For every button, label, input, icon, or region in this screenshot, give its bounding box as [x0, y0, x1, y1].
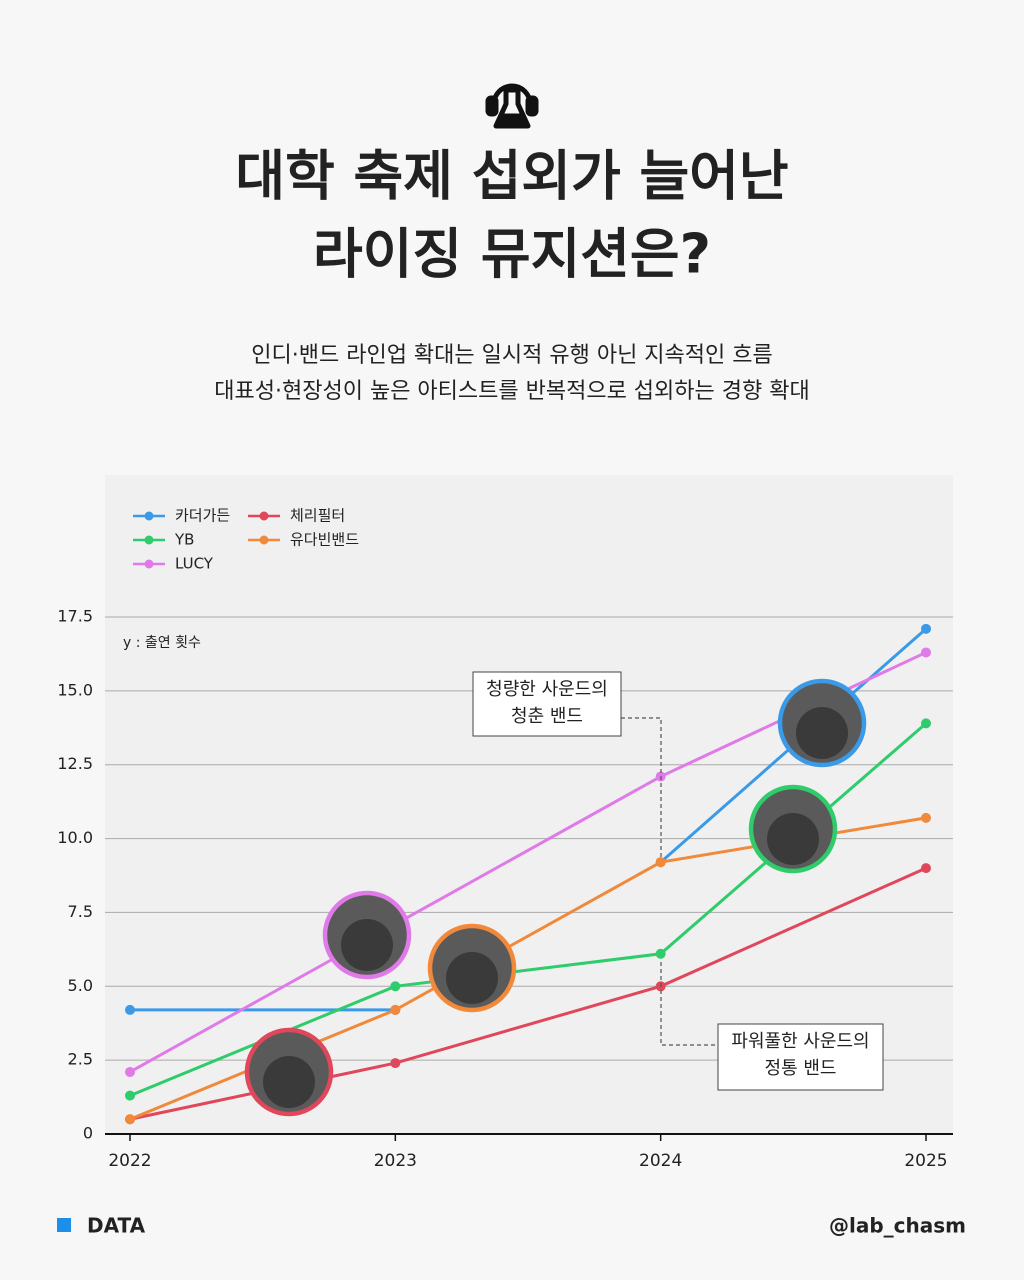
data-point — [125, 1066, 135, 1077]
annotation-text: 정통 밴드 — [765, 1058, 837, 1079]
annotation-text: 파워풀한 사운드의 — [731, 1031, 869, 1052]
y-tick-label: 2.5 — [68, 1050, 93, 1069]
data-point — [921, 718, 931, 729]
legend-marker — [144, 535, 154, 545]
legend-marker — [144, 559, 154, 569]
data-point — [655, 857, 666, 868]
legend-marker — [144, 511, 154, 521]
data-point — [390, 1058, 401, 1069]
data-point — [921, 647, 931, 658]
x-tick-label: 2023 — [374, 1151, 417, 1171]
data-point — [655, 948, 666, 959]
annotation-box — [717, 1023, 884, 1091]
y-tick-label: 12.5 — [57, 754, 93, 773]
data-point — [125, 1114, 135, 1125]
subtitle-line: 인디·밴드 라인업 확대는 일시적 유행 아닌 지속적인 흐름 — [251, 343, 772, 368]
legend-marker — [259, 511, 269, 521]
artist-photo-shade — [263, 1056, 315, 1108]
y-tick-label: 10.0 — [57, 828, 93, 847]
x-tick-label: 2024 — [639, 1151, 682, 1171]
annotation-connector — [621, 717, 662, 860]
subtitle-line: 대표성·현장성이 높은 아티스트를 반복적으로 섭외하는 경향 확대 — [214, 379, 809, 404]
y-tick-label: 17.5 — [57, 607, 93, 626]
y-axis-label: y : 출연 횟수 — [123, 635, 201, 651]
artist-photo-shade — [446, 952, 498, 1004]
footer-right: @lab_chasm — [829, 1214, 966, 1238]
data-point — [921, 623, 931, 634]
annotation-connector — [660, 962, 718, 1046]
legend-label: 체리필터 — [290, 507, 345, 525]
data-point — [125, 1004, 135, 1015]
annotation-box — [472, 671, 622, 737]
legend-label: 카더가든 — [175, 507, 230, 525]
plot: 0 2.5 5.0 7.5 10.0 12.5 15.0 17.5 2022 2023 2024 20… — [57, 507, 953, 1171]
footer-left: DATA — [87, 1214, 146, 1238]
legend-label: YB — [174, 531, 194, 549]
legend-marker — [259, 535, 269, 545]
data-point — [125, 1090, 135, 1101]
y-tick-label: 15.0 — [57, 680, 93, 699]
data-point — [390, 1004, 401, 1015]
y-tick-label: 0 — [83, 1124, 93, 1143]
annotation-text: 청량한 사운드의 — [486, 679, 608, 700]
title-line: 대학 축제 섭외가 늘어난 — [235, 145, 788, 208]
legend-label: 유다빈밴드 — [290, 531, 359, 549]
artist-photo-shade — [796, 707, 848, 759]
artist-photo-shade — [341, 919, 393, 971]
x-tick-label: 2022 — [108, 1151, 151, 1171]
annotation-text: 청춘 밴드 — [511, 706, 583, 727]
title-line: 라이징 뮤지션은? — [313, 223, 711, 286]
y-tick-label: 7.5 — [68, 902, 93, 921]
artist-photo-shade — [767, 813, 819, 865]
data-point — [390, 981, 401, 992]
x-tick-label: 2025 — [904, 1151, 947, 1171]
y-tick-label: 5.0 — [68, 976, 93, 995]
footer-icon — [57, 1218, 71, 1232]
data-point — [921, 812, 931, 823]
legend-label: LUCY — [175, 555, 214, 573]
data-point — [921, 863, 931, 874]
logo — [485, 83, 539, 129]
